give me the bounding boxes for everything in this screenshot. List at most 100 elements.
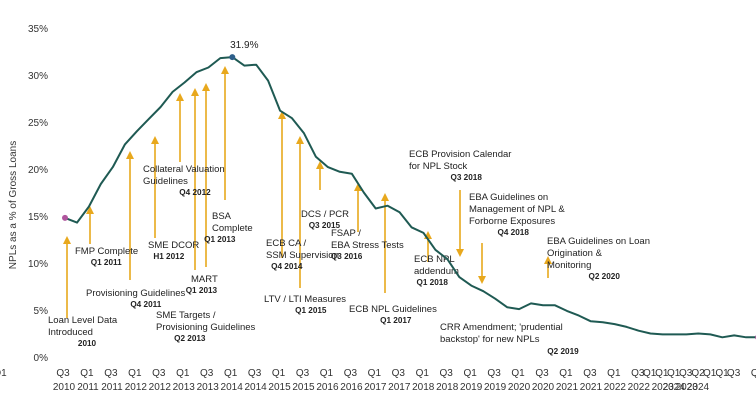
x-tick-year: 2011 — [101, 382, 123, 393]
y-tick-label: 25% — [28, 118, 48, 129]
annotation-label: MART — [191, 274, 218, 285]
x-tick-year: 2019 — [460, 382, 483, 393]
annotation-label: ECB NPL Guidelines — [349, 304, 437, 315]
annotation-label: FMP Complete — [75, 246, 138, 257]
data-point-marker — [229, 54, 236, 61]
annotation-date: Q3 2018 — [450, 173, 482, 182]
y-tick-label: 20% — [28, 165, 48, 176]
annotation-label: Collateral Valuation — [143, 164, 225, 175]
annotation-label: EBA Stress Tests — [331, 240, 404, 251]
x-tick-year: 2017 — [388, 382, 411, 393]
x-tick-quarter: Q1 — [416, 368, 430, 379]
x-tick-year: 2012 — [149, 382, 172, 393]
x-tick-year: 2018 — [412, 382, 435, 393]
annotation-date: Q3 2015 — [309, 221, 341, 230]
x-tick-quarter: Q1 — [607, 368, 621, 379]
series-line-npl-ratio — [64, 56, 756, 339]
y-tick-label: 30% — [28, 71, 48, 82]
annotation-date: Q1 2015 — [295, 306, 327, 315]
annotation-date: Q2 2020 — [588, 272, 620, 281]
x-tick-year: 2021 — [580, 382, 603, 393]
point-labels: 31.9%2.1% — [230, 40, 258, 51]
y-tick-label: 15% — [28, 212, 48, 223]
annotation-label: SME DCOR — [148, 240, 199, 251]
x-tick-year: 2010 — [53, 382, 76, 393]
x-tick-quarter: Q1 — [643, 368, 657, 379]
x-tick-quarter: Q3 — [248, 368, 262, 379]
x-tick-quarter: Q1 — [128, 368, 142, 379]
x-tick-year: 2019 — [484, 382, 507, 393]
y-axis-title-group: NPLs as a % of Gross Loans — [8, 141, 19, 269]
annotation-date: Q4 2014 — [271, 262, 303, 271]
annotation-label: FSAP / — [331, 228, 361, 239]
x-tick-quarter: Q3 — [200, 368, 214, 379]
x-tick-quarter: Q3 — [392, 368, 406, 379]
y-tick-label: 10% — [28, 259, 48, 270]
x-tick-quarter: Q1 — [559, 368, 573, 379]
annotation-date: Q4 2011 — [130, 300, 161, 309]
annotation-date: Q4 2018 — [497, 228, 529, 237]
x-tick-year: 2021 — [556, 382, 579, 393]
annotation-date: Q1 2018 — [416, 278, 448, 287]
x-tick-year: 2015 — [292, 382, 315, 393]
annotation-label: Origination & — [547, 248, 603, 259]
data-point-marker — [62, 214, 68, 221]
x-tick-year: 2014 — [221, 382, 244, 393]
annotation-label: Provisioning Guidelines — [86, 288, 186, 299]
x-tick-year: 2020 — [532, 382, 555, 393]
annotation-date: Q1 2013 — [186, 286, 218, 295]
x-tick-year: 2022 — [628, 382, 651, 393]
x-tick-year: 2015 — [268, 382, 291, 393]
annotation-label: Loan Level Data — [48, 315, 118, 326]
x-tick-year: 2018 — [436, 382, 459, 393]
x-tick-quarter: Q1 — [224, 368, 238, 379]
y-axis-title: NPLs as a % of Gross Loans — [8, 141, 19, 269]
annotation-date: 2010 — [78, 339, 97, 348]
annotation-label: EBA Guidelines on — [469, 192, 548, 203]
x-tick-year: 2011 — [77, 382, 99, 393]
x-tick-year: 2022 — [604, 382, 627, 393]
annotation-label: Management of NPL & — [469, 204, 565, 215]
x-tick-quarter: Q1 — [320, 368, 334, 379]
x-tick-quarter: Q3 — [727, 368, 741, 379]
x-tick-year: 2012 — [125, 382, 148, 393]
x-tick-year: 2013 — [197, 382, 220, 393]
x-tick-quarter: Q3 — [296, 368, 310, 379]
x-tick-quarter: Q1 — [80, 368, 94, 379]
annotation-label: Complete — [212, 223, 253, 234]
x-tick-year: 2016 — [340, 382, 363, 393]
x-tick-year: 2017 — [364, 382, 387, 393]
annotation-date: Q1 2017 — [380, 316, 412, 325]
x-tick-quarter: Q1 — [0, 368, 7, 379]
annotation-date: Q4 2012 — [179, 188, 211, 197]
x-tick-quarter: Q3 — [679, 368, 693, 379]
x-tick-year: 2016 — [316, 382, 339, 393]
annotation-arrows — [63, 66, 552, 318]
y-tick-label: 35% — [28, 24, 48, 35]
annotation-date: Q2 2013 — [174, 334, 206, 343]
x-tick-year: 2024 — [687, 382, 710, 393]
x-tick-year: 2020 — [508, 382, 531, 393]
annotation-label: BSA — [212, 211, 232, 222]
annotation-label: SME Targets / — [156, 310, 216, 321]
x-tick-quarter: Q1 — [703, 368, 717, 379]
x-tick-quarter: Q3 — [152, 368, 166, 379]
x-tick-quarter: Q3 — [56, 368, 70, 379]
x-tick-quarter: Q3 — [104, 368, 118, 379]
x-tick-quarter: Q1 — [511, 368, 525, 379]
annotation-label: Monitoring — [547, 260, 591, 271]
y-tick-label: 0% — [34, 353, 49, 364]
annotation-label: DCS / PCR — [301, 209, 349, 220]
x-tick-quarter: Q3 — [535, 368, 549, 379]
data-label: 31.9% — [230, 40, 258, 51]
x-tick-year: 2023 — [676, 382, 699, 393]
annotation-label: Provisioning Guidelines — [156, 322, 256, 333]
x-tick-quarter: Q2 — [691, 368, 705, 379]
y-tick-labels: 0% 5% 10% 15% 20% 25% 30% 35% — [28, 24, 48, 364]
y-tick-label: 5% — [34, 306, 49, 317]
x-tick-quarter: Q1 — [272, 368, 286, 379]
x-tick-quarter: Q1 — [667, 368, 681, 379]
x-tick-quarter: Q3 — [583, 368, 597, 379]
